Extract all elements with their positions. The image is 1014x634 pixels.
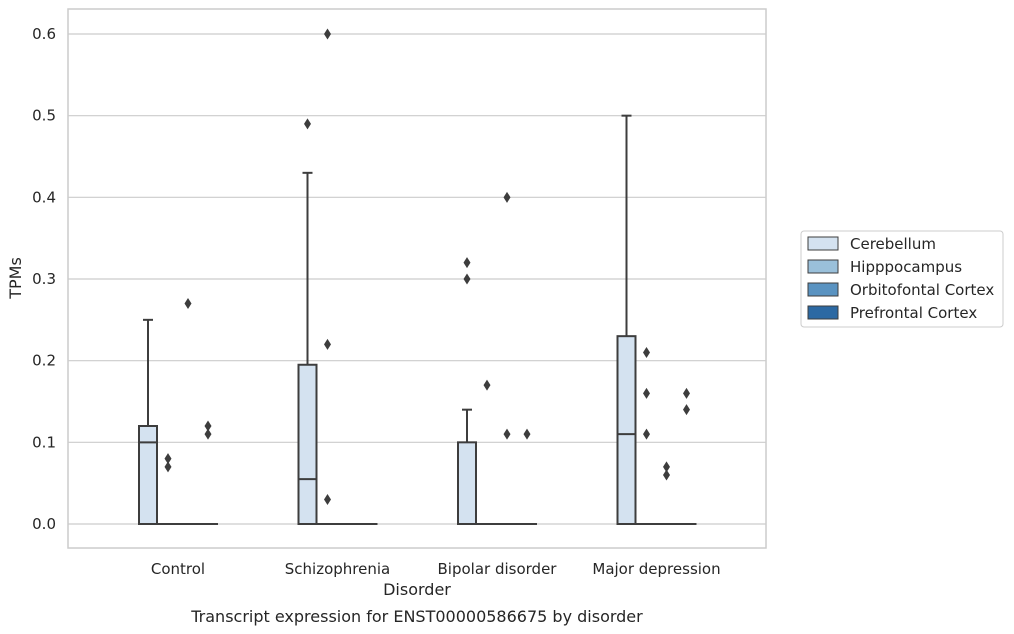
box-cerebellum (457, 257, 477, 526)
outlier-point (463, 273, 471, 285)
outlier-point (324, 338, 331, 350)
outlier-point (523, 428, 531, 440)
outlier-point (324, 494, 331, 505)
outlier-point (304, 118, 311, 130)
box-hipppocampus (636, 347, 657, 525)
box-cerebellum (616, 114, 637, 525)
x-tick-label: Bipolar disorder (438, 560, 558, 578)
box-body (616, 335, 637, 525)
outlier-point (683, 404, 690, 416)
y-tick-label: 0.0 (32, 515, 56, 533)
box-hipppocampus (158, 453, 178, 525)
box-orbitofontal-cortex (178, 298, 198, 525)
outlier-point (683, 387, 690, 399)
outlier-point (663, 461, 670, 473)
outlier-point (483, 379, 491, 391)
outlier-point (184, 298, 192, 309)
legend-label: Hipppocampus (850, 258, 962, 276)
box-prefrontal-cortex (198, 420, 218, 525)
x-tick-label: Schizophrenia (285, 560, 390, 578)
outlier-point (204, 428, 212, 440)
outlier-point (164, 453, 172, 465)
outlier-point (643, 428, 650, 440)
x-tick-label: Control (151, 560, 205, 578)
outlier-point (503, 191, 511, 203)
outlier-point (663, 469, 670, 481)
legend-label: Prefrontal Cortex (850, 304, 977, 322)
y-tick-label: 0.2 (32, 352, 56, 370)
outlier-point (503, 428, 511, 440)
box-prefrontal-cortex (517, 428, 537, 525)
y-tick-label: 0.4 (32, 188, 56, 206)
legend-frame (800, 230, 1004, 328)
box-cerebellum (138, 318, 158, 525)
y-tick-label: 0.3 (32, 270, 56, 288)
box-orbitofontal-cortex (656, 461, 677, 525)
y-tick-labels: 0.0 0.1 0.2 0.3 0.4 0.5 0.6 (32, 25, 56, 533)
legend-swatch (807, 282, 839, 297)
legend-swatch (807, 259, 839, 274)
x-axis-label: Disorder (383, 580, 451, 599)
chart-caption: Transcript expression for ENST0000058667… (190, 607, 643, 626)
box-cerebellum (297, 118, 318, 525)
outlier-point (643, 387, 650, 399)
outlier-point (643, 347, 650, 358)
legend-label: Cerebellum (850, 235, 936, 253)
box-body (457, 441, 477, 526)
legend: Cerebellum Hipppocampus Orbitofontal Corte… (800, 230, 1004, 328)
box-body (297, 363, 318, 525)
outlier-point (463, 257, 471, 269)
box-prefrontal-cortex (676, 387, 697, 525)
y-axis-label: TPMs (6, 257, 25, 300)
y-tick-label: 0.6 (32, 25, 56, 43)
legend-label: Orbitofontal Cortex (850, 281, 994, 299)
box-body (138, 425, 158, 525)
box-layer (138, 28, 697, 526)
x-tick-label: Major depression (592, 560, 720, 578)
box-hipppocampus (477, 379, 497, 525)
legend-swatch (807, 236, 839, 251)
x-tick-labels: Control Schizophrenia Bipolar disorder Majo… (151, 560, 721, 578)
y-tick-label: 0.1 (32, 433, 56, 451)
outlier-point (324, 28, 331, 40)
outlier-point (204, 420, 212, 432)
y-tick-label: 0.5 (32, 107, 56, 125)
box-hipppocampus (317, 28, 338, 525)
legend-swatch (807, 305, 839, 320)
outlier-point (164, 461, 172, 473)
box-orbitofontal-cortex (497, 191, 517, 525)
